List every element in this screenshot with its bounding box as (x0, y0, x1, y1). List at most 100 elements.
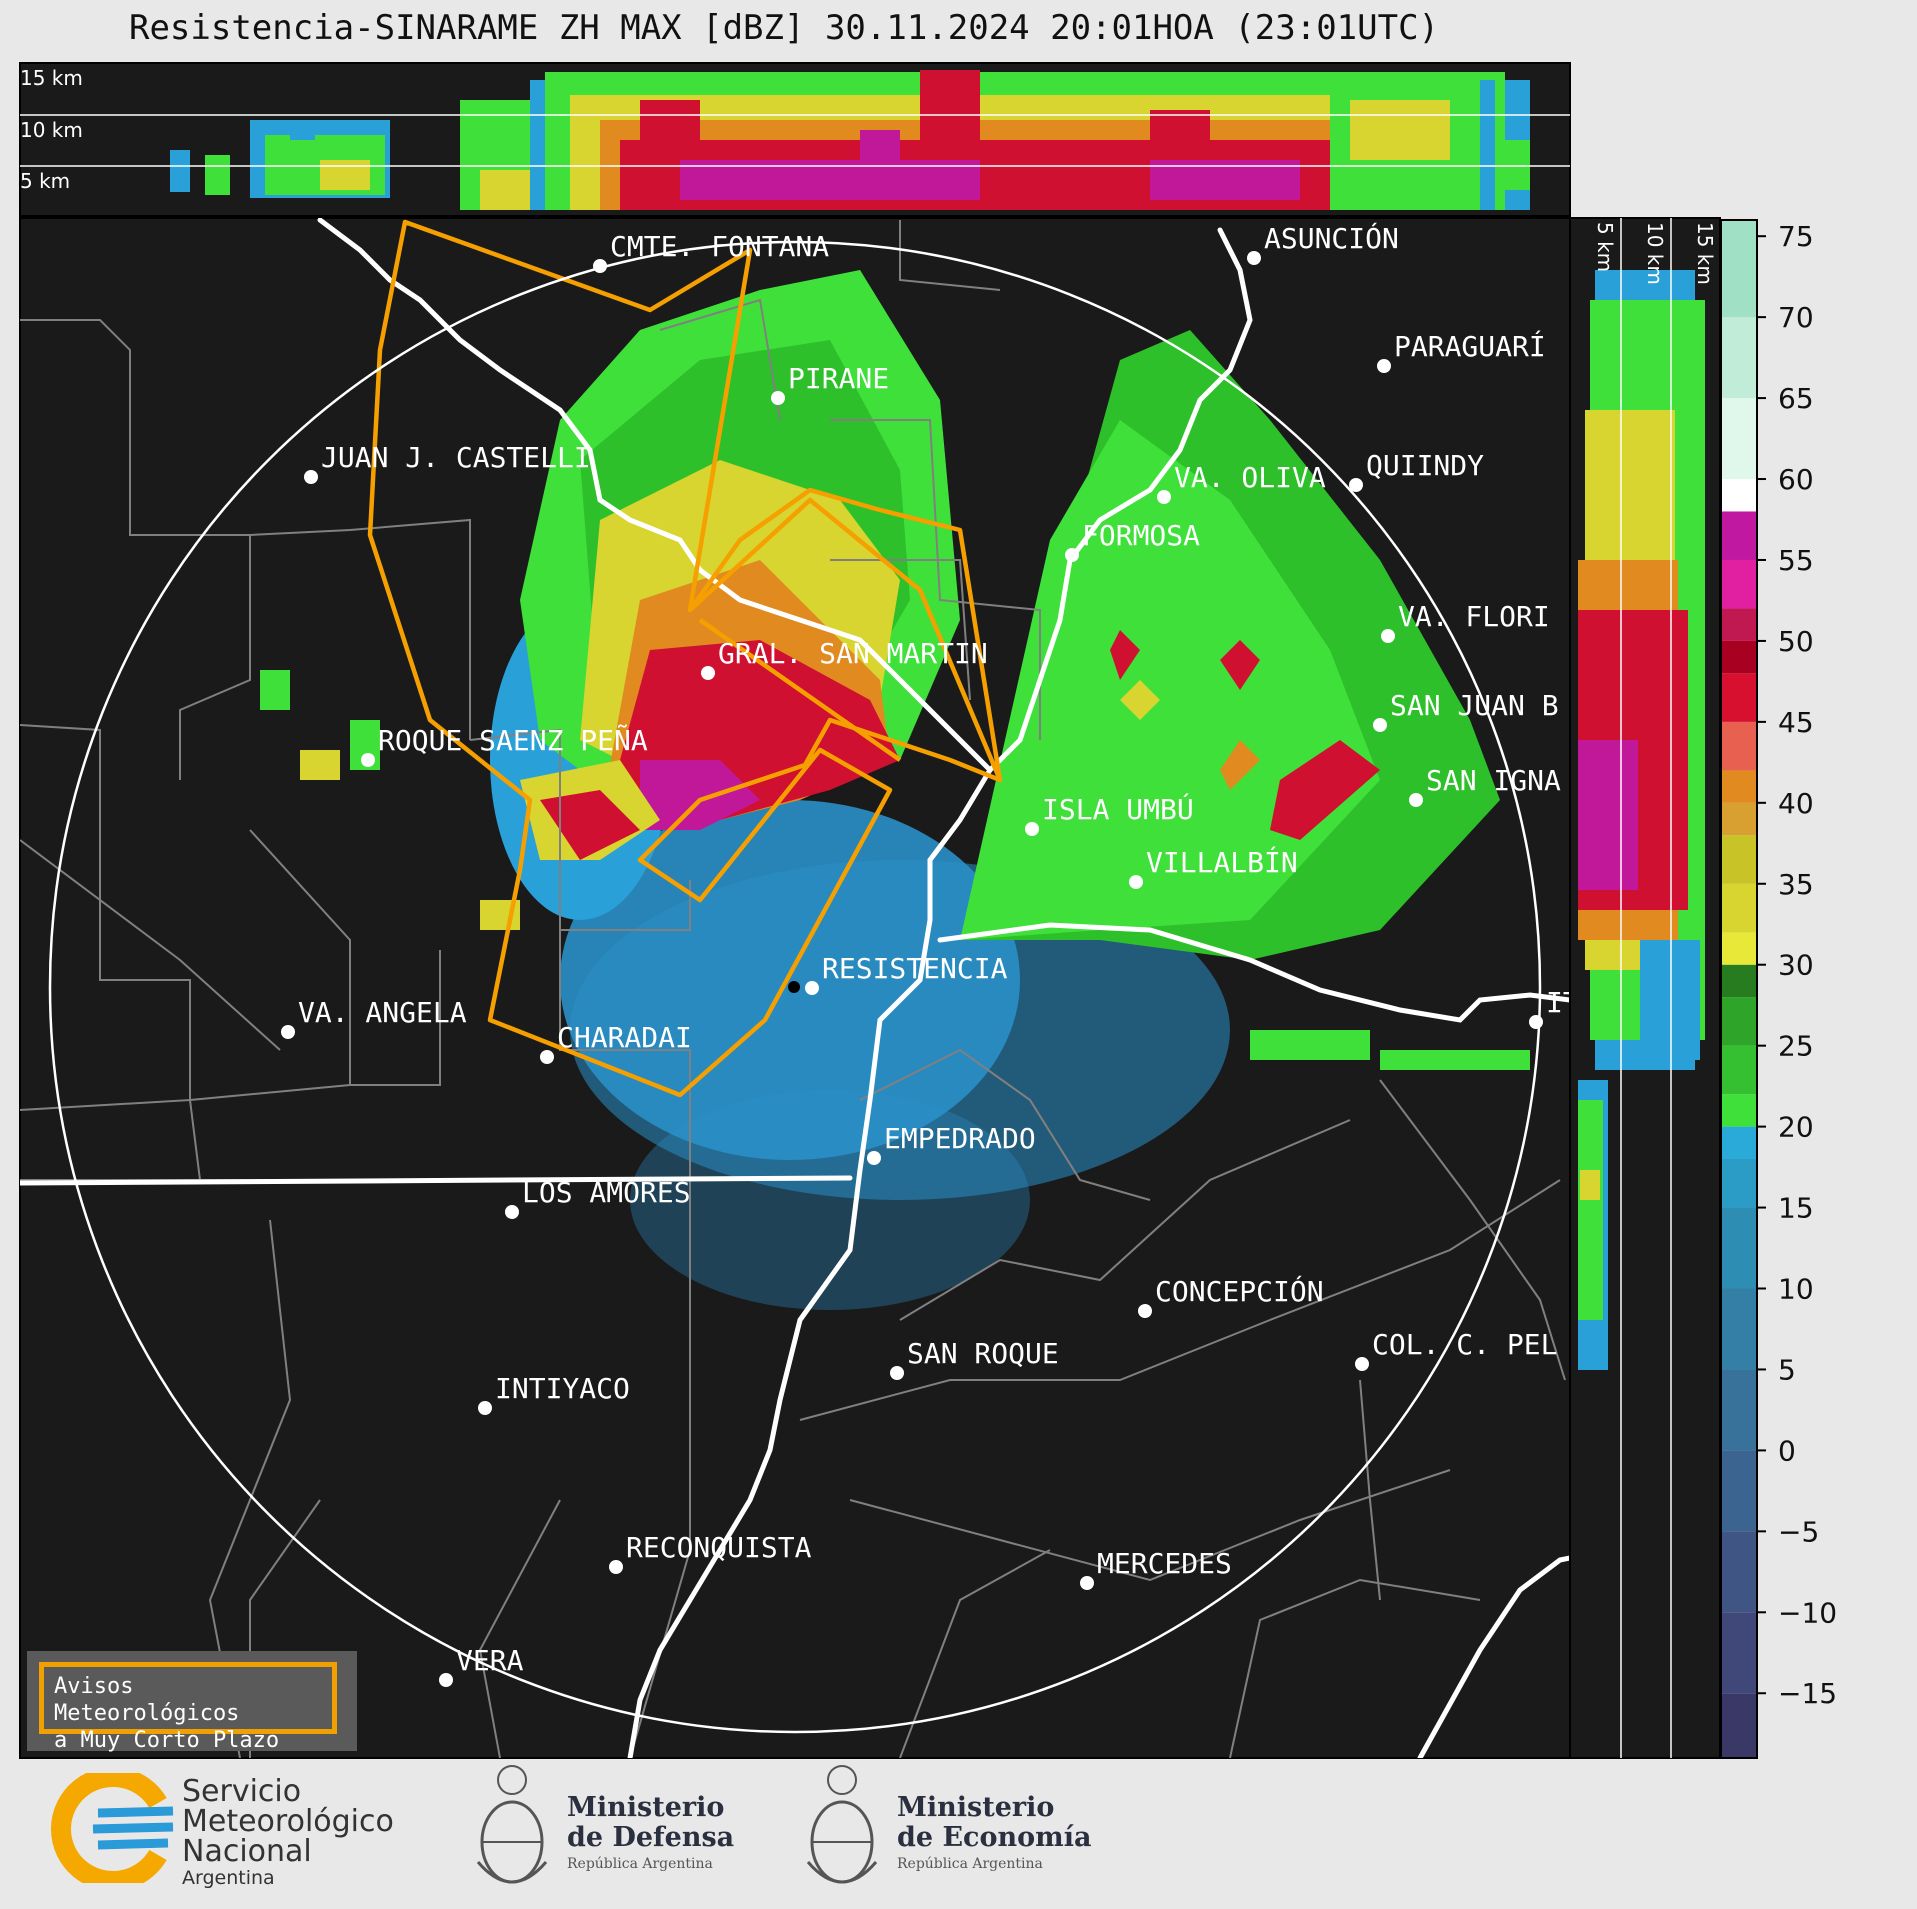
city-label: ISLA UMBÚ (1042, 792, 1194, 826)
city-marker (439, 1673, 453, 1687)
colorbar-swatch (1721, 640, 1757, 674)
colorbar-swatch (1721, 770, 1757, 803)
economia-logo-text: Ministerio de Economía República Argenti… (897, 1793, 1091, 1875)
colorbar-tick-label: 60 (1778, 463, 1814, 496)
city-marker (1138, 1304, 1152, 1318)
colorbar-tick-label: 5 (1778, 1353, 1796, 1386)
colorbar-swatch (1721, 673, 1757, 722)
city-marker (361, 753, 375, 767)
city-label: SAN ROQUE (907, 1337, 1059, 1370)
city-marker (701, 666, 715, 680)
range-ring (48, 240, 1542, 1734)
colorbar-tick-label: −10 (1778, 1596, 1837, 1629)
smn-line-3: Nacional (182, 1834, 312, 1869)
city-marker (1373, 718, 1387, 732)
rivers (20, 218, 1570, 1758)
colorbar-tick-label: 0 (1778, 1434, 1796, 1467)
smn-logo-icon (50, 1773, 174, 1883)
defensa-logo-text: Ministerio de Defensa República Argentin… (567, 1793, 734, 1875)
colorbar-tick-label: 25 (1778, 1030, 1814, 1063)
colorbar-tick-label: −15 (1778, 1677, 1837, 1710)
city-label: MERCEDES (1097, 1547, 1232, 1580)
city-label: RECONQUISTA (626, 1531, 812, 1564)
colorbar-tick-label: 55 (1778, 544, 1814, 577)
colorbar-tick-label: 15 (1778, 1192, 1814, 1225)
colorbar-tick-label: 10 (1778, 1273, 1814, 1306)
city-label: LOS AMORES (522, 1176, 691, 1209)
city-label: CHARADAI (557, 1021, 692, 1054)
colorbar-tick-label: −5 (1778, 1515, 1819, 1548)
top-alt-label-10: 10 km (20, 118, 83, 142)
coat-of-arms-icon (806, 1765, 878, 1884)
radar-echoes (260, 270, 1530, 1310)
colorbar-swatch (1721, 1126, 1757, 1159)
radar-site-marker (788, 981, 800, 993)
city-label: ASUNCIÓN (1264, 221, 1399, 255)
economia-line-3: República Argentina (897, 1856, 1043, 1872)
top-section-echoes (170, 70, 1530, 210)
city-marker (1129, 875, 1143, 889)
smn-logo-text: Servicio Meteorológico Nacional Argentin… (182, 1777, 394, 1890)
city-marker (867, 1151, 881, 1165)
legend-line-2: a Muy Corto Plazo (54, 1728, 280, 1753)
colorbar-swatch (1721, 479, 1757, 512)
city-marker (1381, 629, 1395, 643)
city-marker (805, 981, 819, 995)
colorbar-swatch (1721, 1450, 1757, 1532)
colorbar-tick-label: 50 (1778, 625, 1814, 658)
city-label: CONCEPCIÓN (1155, 1274, 1324, 1308)
smn-line-2: Meteorológico (182, 1804, 394, 1839)
colorbar-tick-label: 20 (1778, 1111, 1814, 1144)
colorbar-swatch (1721, 964, 1757, 998)
colorbar-swatch (1721, 1094, 1757, 1127)
colorbar-swatch (1721, 608, 1757, 641)
city-marker (890, 1366, 904, 1380)
colorbar-tick-label: 65 (1778, 382, 1814, 415)
colorbar-swatch (1721, 835, 1757, 884)
colorbar-swatch (1721, 1288, 1757, 1370)
colorbar-swatch (1721, 1045, 1757, 1095)
city-label: VILLALBÍN (1146, 845, 1298, 879)
city-marker (1025, 822, 1039, 836)
economia-line-2: de Economía (897, 1822, 1092, 1853)
colorbar-swatch (1721, 997, 1757, 1046)
defensa-line-3: República Argentina (567, 1856, 713, 1872)
city-label: EMPEDRADO (884, 1122, 1036, 1155)
colorbar-swatch (1721, 932, 1757, 965)
colorbar-swatch (1721, 1612, 1757, 1694)
colorbar-swatch (1721, 511, 1757, 560)
city-label: QUIINDY (1366, 449, 1484, 482)
city-label: INTIYACO (495, 1372, 630, 1405)
colorbar-swatch (1721, 559, 1757, 609)
defensa-line-2: de Defensa (567, 1822, 735, 1853)
city-label: PARAGUARÍ (1394, 329, 1546, 363)
city-label: PIRANE (788, 362, 889, 395)
colorbar-swatch (1721, 1531, 1757, 1613)
side-alt-label-10: 10 km (1643, 222, 1667, 285)
city-label: VA. ANGELA (298, 996, 467, 1029)
side-alt-label-15: 15 km (1693, 222, 1717, 285)
colorbar-swatch (1721, 1369, 1757, 1451)
city-marker (1080, 1576, 1094, 1590)
legend-line-1: Avisos Meteorológicos (54, 1674, 240, 1726)
city-label: VERA (456, 1644, 524, 1677)
colorbar-swatch (1721, 220, 1757, 318)
colorbar-swatch (1721, 1158, 1757, 1208)
colorbar-swatch (1721, 398, 1757, 480)
colorbar-swatch (1721, 1207, 1757, 1289)
city-markers: ASUNCIÓN CMTE. FONTANA PARAGUARÍ PIRANE JUAN… (281, 221, 1570, 1687)
city-marker (478, 1401, 492, 1415)
side-section-echoes (1578, 270, 1705, 1370)
city-label: VA. OLIVA (1174, 461, 1326, 494)
city-marker (1355, 1357, 1369, 1371)
city-label: ROQUE SAENZ PEÑA (378, 723, 648, 757)
city-marker (1065, 548, 1079, 562)
city-label: CMTE. FONTANA (610, 230, 829, 263)
defensa-line-1: Ministerio (567, 1792, 725, 1823)
colorbar-swatch (1721, 721, 1757, 771)
colorbar-tick-label: 35 (1778, 868, 1814, 901)
city-label: COL. C. PEL (1372, 1328, 1557, 1361)
colorbar-swatch (1721, 802, 1757, 836)
